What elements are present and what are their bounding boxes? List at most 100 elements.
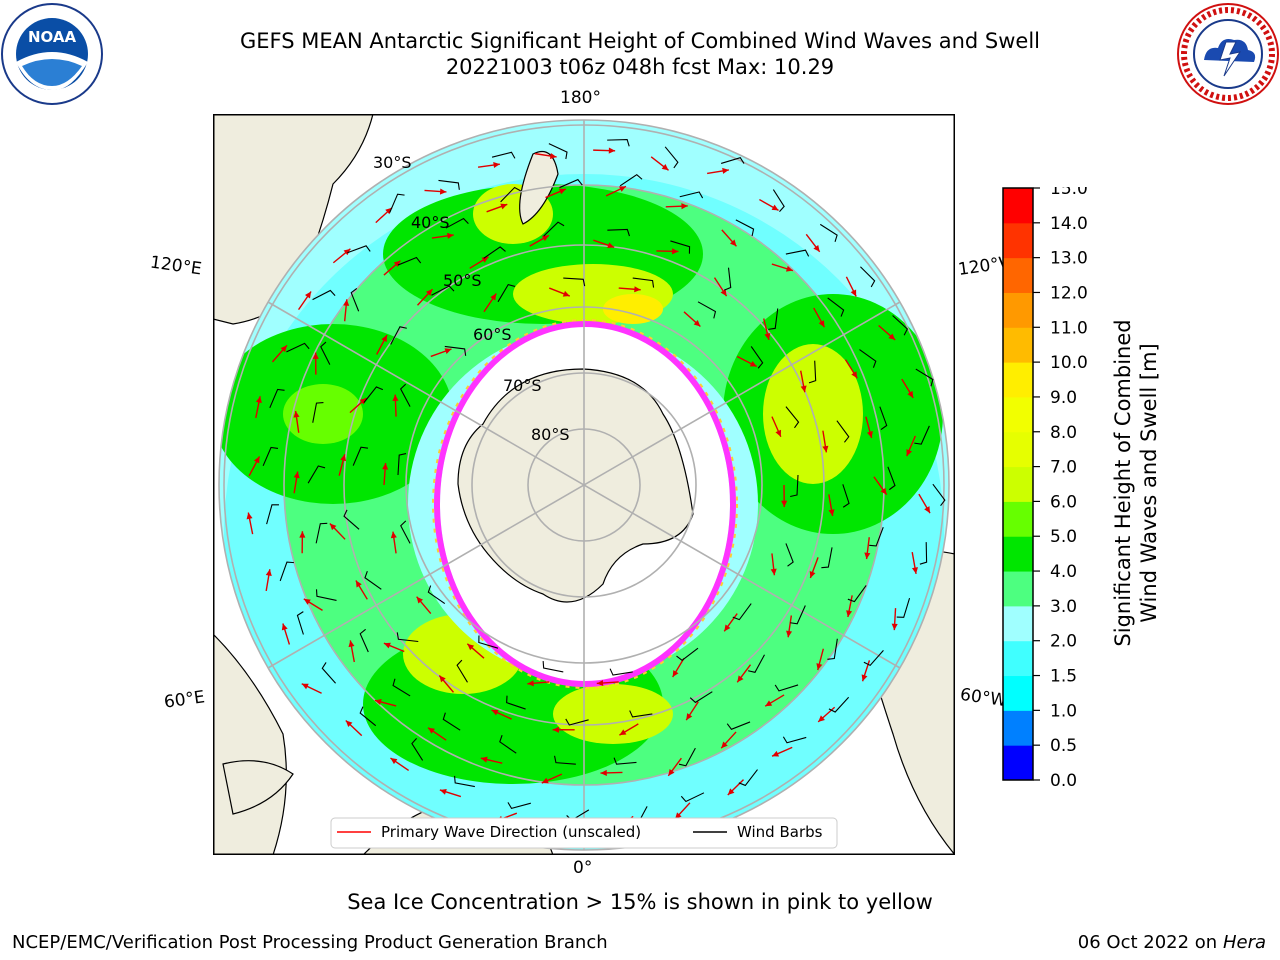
- noaa-logo-icon: NOAA: [1, 3, 103, 105]
- wave-arrow-head: [393, 260, 401, 268]
- wave-arrow-head: [675, 812, 682, 820]
- polar-map: 30°S 40°S 50°S 60°S 70°S 80°S Primary Wa…: [213, 114, 955, 855]
- wind-barb: [632, 277, 655, 288]
- colorbar-tick-label: 13.0: [1050, 249, 1088, 269]
- wave-arrow-head: [303, 598, 311, 605]
- colorbar: 15.0 14.0 13.0 12.0 11.0 10.0 9.0 8.0 7.0 6.0 5.0 4…: [1002, 187, 1088, 787]
- wave-arrow-head: [771, 204, 779, 211]
- wind-barb: [499, 735, 517, 754]
- wave-arrow-head: [861, 674, 868, 682]
- colorbar-bin: [1003, 710, 1033, 746]
- wave-arrow-head: [693, 319, 701, 327]
- wind-barb: [320, 341, 331, 365]
- wind-barb: [497, 283, 516, 303]
- colorbar-bin: [1003, 431, 1033, 468]
- wave-arrow-head: [607, 242, 615, 249]
- wind-barb: [827, 638, 838, 660]
- wave-arrow-head: [770, 568, 777, 576]
- wind-barb: [790, 605, 806, 625]
- colorbar-label-line1: Significant Height of Combined: [1111, 319, 1135, 646]
- colorbar-tick-label: 12.0: [1050, 283, 1088, 303]
- wind-barb: [790, 474, 799, 498]
- wave-arrow-head: [765, 700, 773, 707]
- wave-arrow-head: [813, 244, 820, 252]
- wave-arrow-head: [850, 289, 857, 297]
- colorbar-bin: [1003, 605, 1033, 642]
- lon-label-120e: 120°E: [148, 252, 203, 280]
- wind-barb: [863, 650, 884, 667]
- wave-arrow-head: [907, 390, 914, 398]
- footer-date: 06 Oct 2022 on Hera: [1078, 932, 1266, 953]
- wind-barb: [919, 542, 928, 565]
- lon-label-0: 0°: [573, 858, 593, 878]
- colorbar-tick-label: 11.0: [1050, 318, 1088, 338]
- colorbar-bin: [1003, 571, 1033, 607]
- wind-barb: [296, 611, 304, 635]
- wave-arrow-head: [906, 449, 913, 457]
- wave-arrow-head: [729, 239, 737, 247]
- wind-barb: [352, 446, 369, 466]
- colorbar-tick-label: 1.5: [1050, 667, 1077, 687]
- wave-arrow-head: [720, 289, 727, 297]
- wave-arrow-head: [490, 293, 497, 301]
- wave-arrow-head: [775, 429, 782, 437]
- wind-barb: [411, 737, 424, 761]
- wave-arrow-head: [541, 777, 549, 784]
- colorbar-bin: [1003, 327, 1033, 363]
- wave-arrow-head: [772, 750, 780, 757]
- wave-arrow-head: [661, 164, 669, 171]
- wave-arrow-head: [924, 506, 931, 514]
- wind-barb: [735, 219, 755, 237]
- wave-arrow-head: [608, 147, 616, 154]
- colorbar-tick-label: 9.0: [1050, 388, 1077, 408]
- wind-barb: [347, 245, 371, 254]
- wind-barb: [431, 285, 455, 296]
- wave-arrow-head: [809, 571, 816, 579]
- wind-barb: [785, 406, 800, 429]
- wind-barb: [312, 401, 324, 423]
- wave-arrow-head: [265, 569, 272, 576]
- wave-arrow-head: [392, 394, 399, 402]
- wind-barb: [364, 570, 382, 590]
- wind-barb: [869, 527, 884, 547]
- wave-arrow-head: [781, 500, 788, 507]
- colorbar-tick-label: 0.5: [1050, 736, 1077, 756]
- wind-barb: [879, 406, 888, 431]
- wave-arrow-head: [888, 333, 896, 340]
- wind-barb: [689, 691, 713, 704]
- wave-arrow-head: [818, 715, 825, 722]
- wind-barb: [427, 585, 446, 605]
- chart-subtitle: 20221003 t06z 048h fcst Max: 10.29: [445, 55, 835, 79]
- wind-barb: [438, 179, 460, 190]
- wind-barb: [266, 504, 279, 525]
- wave-arrow-head: [818, 320, 825, 328]
- wave-arrow-head: [255, 396, 262, 404]
- wave-arrow-head: [500, 203, 508, 210]
- wave-arrow-head: [672, 248, 679, 255]
- wind-barb: [609, 668, 633, 676]
- colorbar-bin: [1003, 292, 1033, 328]
- wind-barb: [506, 695, 526, 710]
- colorbar-bin: [1003, 362, 1033, 398]
- wave-arrow-head: [618, 186, 626, 192]
- wave-arrow-head: [686, 713, 693, 721]
- wind-barb: [664, 146, 679, 169]
- wave-arrow-head: [828, 509, 835, 517]
- colorbar-bin: [1003, 536, 1033, 572]
- wave-arrow-head: [867, 431, 873, 438]
- wind-barb: [445, 217, 469, 229]
- wind-barb: [343, 509, 360, 530]
- map-legend: Primary Wave Direction (unscaled) Wind B…: [330, 817, 838, 849]
- wind-barb: [507, 802, 531, 810]
- wave-arrow-head: [764, 333, 771, 340]
- wave-arrow-head: [800, 385, 807, 393]
- wave-arrow-head: [304, 291, 312, 299]
- wind-barb: [563, 277, 586, 287]
- wind-barb: [548, 143, 568, 160]
- wave-arrow-head: [619, 729, 627, 736]
- wind-barb: [565, 718, 589, 726]
- wind-barb: [732, 603, 752, 621]
- wind-barb: [359, 628, 369, 653]
- wave-arrow-head: [439, 675, 446, 683]
- wave-arrow-head: [444, 348, 452, 354]
